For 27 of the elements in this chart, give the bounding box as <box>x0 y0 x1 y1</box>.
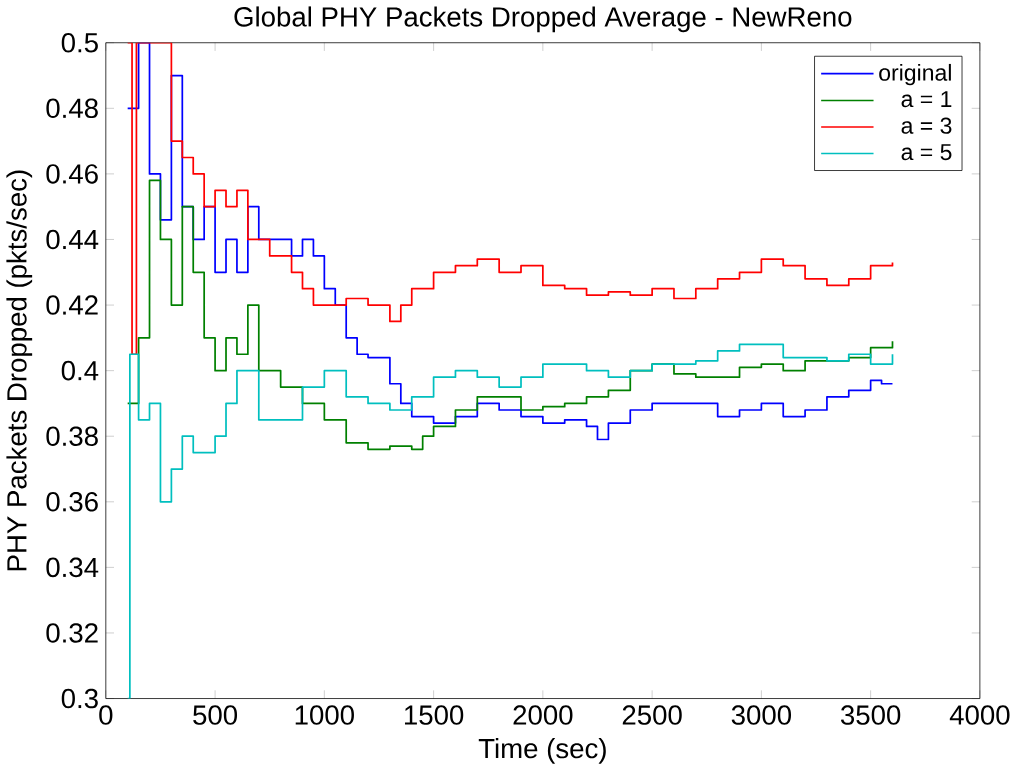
legend-label: a = 1 <box>901 91 952 108</box>
legend-label: a = 5 <box>901 144 952 161</box>
x-tick-label: 2500 <box>622 705 682 725</box>
y-tick-label: 0.3 <box>61 688 98 709</box>
y-tick-label: 0.44 <box>46 229 99 250</box>
legend-label: original <box>879 63 951 86</box>
y-tick-label: 0.36 <box>46 491 98 512</box>
chart-title: Global PHY Packets Dropped Average - NewReno <box>234 6 852 33</box>
x-tick-label: 1000 <box>295 705 354 725</box>
y-tick-label: 0.5 <box>61 32 98 53</box>
y-tick-label: 0.32 <box>46 623 98 643</box>
y-tick-label: 0.48 <box>46 98 98 119</box>
x-axis-title: Time (sec) <box>478 737 606 764</box>
y-tick-label: 0.42 <box>46 295 98 315</box>
y-tick-label: 0.4 <box>61 360 99 381</box>
x-tick-label: 1500 <box>404 705 464 725</box>
x-tick-label: 500 <box>193 705 238 725</box>
y-axis-title: PHY Packets Dropped (pkts/sec) <box>6 170 33 571</box>
x-tick-label: 2000 <box>513 705 573 725</box>
y-tick-label: 0.38 <box>46 426 98 446</box>
legend-label: a = 3 <box>901 117 952 134</box>
y-tick-label: 0.34 <box>46 557 99 578</box>
x-tick-label: 0 <box>99 705 113 725</box>
y-tick-label: 0.46 <box>46 164 98 184</box>
x-tick-label: 3000 <box>731 705 792 725</box>
x-tick-label: 3500 <box>840 705 901 725</box>
x-tick-label: 4000 <box>949 705 1010 725</box>
